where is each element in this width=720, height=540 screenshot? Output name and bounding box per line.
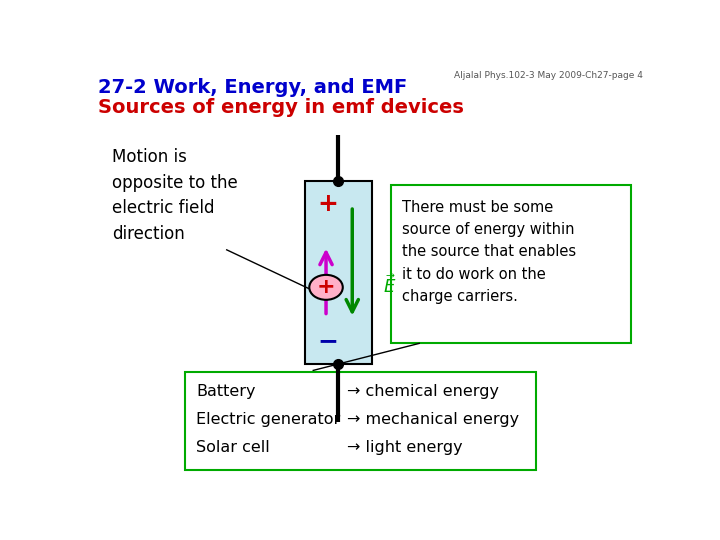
Text: Motion is
opposite to the
electric field
direction: Motion is opposite to the electric field… xyxy=(112,148,238,243)
Text: 27-2 Work, Energy, and EMF: 27-2 Work, Energy, and EMF xyxy=(99,78,408,97)
Circle shape xyxy=(310,275,343,300)
Text: There must be some
source of energy within
the source that enables
it to do work: There must be some source of energy with… xyxy=(402,200,577,303)
Text: −: − xyxy=(318,329,339,353)
Text: → light energy: → light energy xyxy=(346,440,462,455)
Bar xyxy=(305,181,372,364)
Text: $\vec{E}$: $\vec{E}$ xyxy=(383,274,396,297)
Text: Battery: Battery xyxy=(196,384,256,399)
Text: Solar cell: Solar cell xyxy=(196,440,270,455)
Text: → chemical energy: → chemical energy xyxy=(346,384,498,399)
Bar xyxy=(392,185,631,343)
Bar xyxy=(185,373,536,470)
Text: Aljalal Phys.102-3 May 2009-Ch27-page 4: Aljalal Phys.102-3 May 2009-Ch27-page 4 xyxy=(454,71,642,80)
Text: → mechanical energy: → mechanical energy xyxy=(346,412,518,427)
Text: +: + xyxy=(318,192,338,216)
Text: +: + xyxy=(317,278,336,298)
Text: Sources of energy in emf devices: Sources of energy in emf devices xyxy=(99,98,464,117)
Text: Electric generator: Electric generator xyxy=(196,412,341,427)
